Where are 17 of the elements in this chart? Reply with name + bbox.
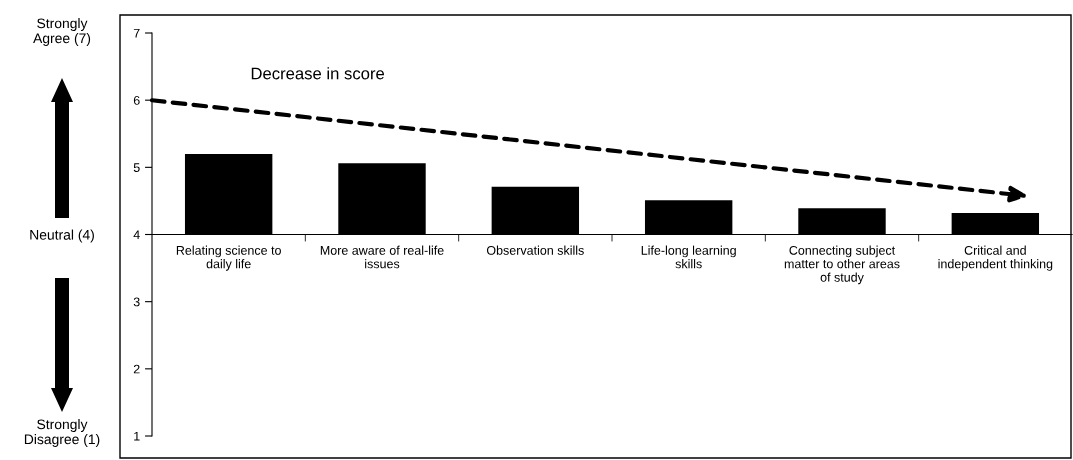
- text: Strongly Disagree (1): [24, 419, 100, 447]
- y-tick-label: 3: [133, 297, 140, 307]
- text: Neutral (4): [30, 229, 94, 243]
- y-tick-label: 4: [133, 230, 140, 240]
- annotation: Decrease in score: [251, 67, 385, 80]
- y-tick-label: 2: [133, 364, 140, 374]
- y-tick-label: 5: [133, 163, 140, 172]
- y-tick-label: 6: [133, 95, 140, 105]
- x-tick-label: Connecting subject matter to other areas of study: [784, 245, 900, 285]
- y-tick-label: 1: [134, 431, 140, 441]
- x-tick-label: More aware of real-life issues: [320, 245, 444, 269]
- text: Strongly Agree (7): [33, 18, 91, 46]
- x-tick-label: Life-long learning skills: [641, 245, 736, 269]
- x-tick-label: Relating science to daily life: [176, 245, 281, 271]
- x-tick-label: Observation skills: [486, 245, 584, 255]
- x-tick-label: Critical and independent thinking: [938, 245, 1053, 271]
- y-tick-label: 7: [133, 28, 140, 38]
